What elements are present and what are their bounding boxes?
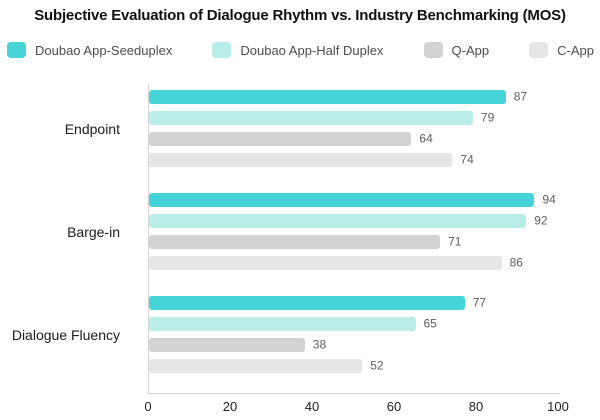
bar-group: 87 79 64 74	[149, 90, 559, 167]
legend-item: Doubao App-Half Duplex	[212, 42, 383, 58]
x-axis-tick-label: 60	[386, 399, 402, 414]
category-label: Barge-in	[67, 223, 120, 240]
bar	[149, 317, 416, 331]
bar	[149, 256, 502, 270]
bar-group: 77 65 38 52	[149, 296, 559, 373]
bar-row: 94	[149, 193, 559, 207]
bar-row: 71	[149, 235, 559, 249]
bar-row: 65	[149, 317, 559, 331]
bar-row: 52	[149, 359, 559, 373]
bar	[149, 214, 527, 228]
bar-value-label: 79	[480, 110, 495, 125]
x-axis-tick-label: 80	[468, 399, 484, 414]
legend-item: C-App	[529, 42, 594, 58]
bar-value-label: 65	[423, 316, 437, 331]
bar-value-label: 94	[542, 192, 556, 207]
x-axis-tick-label: 0	[144, 399, 152, 414]
bar-row: 92	[149, 214, 559, 228]
legend-label: Q-App	[451, 42, 490, 58]
bar-value-label: 71	[448, 234, 462, 249]
bar-value-label: 86	[509, 255, 523, 270]
x-axis-tick-label: 20	[222, 399, 238, 414]
legend-label: Doubao App-Half Duplex	[240, 42, 384, 58]
bar	[149, 153, 453, 167]
bar	[149, 90, 506, 104]
bar-value-label: 52	[370, 358, 384, 373]
bar-row: 38	[149, 338, 559, 352]
bar	[149, 193, 535, 207]
legend-item: Q-App	[423, 42, 490, 58]
plot-area: 87 79 64 74 94 92 71 86 77 65 38 52	[148, 84, 559, 394]
category-label: Dialogue Fluency	[11, 326, 120, 343]
legend-label: C-App	[557, 42, 594, 58]
bar	[149, 111, 473, 125]
bar-value-label: 87	[513, 89, 528, 104]
legend-swatch-icon	[212, 42, 232, 58]
legend-label: Doubao App-Seeduplex	[35, 42, 173, 58]
bar-row: 79	[149, 111, 559, 125]
legend-swatch-icon	[529, 42, 549, 58]
bar-row: 86	[149, 256, 559, 270]
chart-title: Subjective Evaluation of Dialogue Rhythm…	[34, 7, 566, 24]
category-label: Endpoint	[64, 120, 120, 137]
bar-row: 87	[149, 90, 559, 104]
legend-item: Doubao App-Seeduplex	[7, 42, 172, 58]
bar-row: 74	[149, 153, 559, 167]
bar-value-label: 38	[312, 337, 327, 352]
legend-swatch-icon	[423, 42, 443, 58]
bar-row: 64	[149, 132, 559, 146]
bar-value-label: 92	[534, 213, 548, 228]
legend-swatch-icon	[7, 42, 26, 58]
bar	[149, 296, 465, 310]
legend: Doubao App-Seeduplex Doubao App-Half Dupl…	[7, 40, 594, 60]
bar-group: 94 92 71 86	[149, 193, 559, 270]
bar-value-label: 77	[472, 295, 487, 310]
bar	[149, 338, 305, 352]
x-axis-tick-label: 100	[547, 399, 569, 414]
bar	[149, 359, 363, 373]
x-axis-tick-label: 40	[304, 399, 320, 414]
bar-value-label: 74	[460, 152, 474, 167]
bar-value-label: 64	[419, 131, 433, 146]
bar	[149, 132, 412, 146]
bar	[149, 235, 441, 249]
bar-row: 77	[149, 296, 559, 310]
